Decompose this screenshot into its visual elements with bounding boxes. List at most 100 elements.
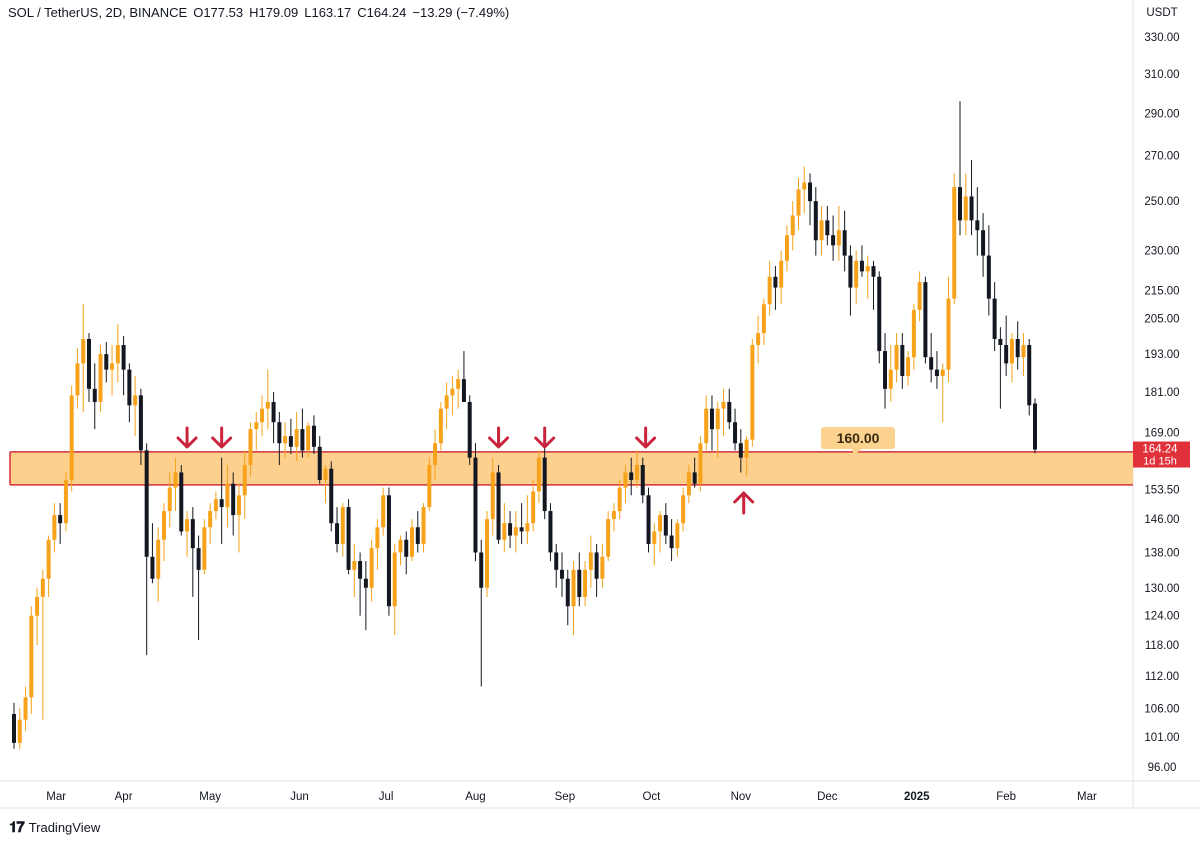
candle-body (969, 196, 974, 221)
candle-28 (173, 457, 178, 512)
candle-body (877, 276, 882, 352)
time-tick-0: Mar (46, 791, 66, 803)
candle-91 (536, 450, 541, 504)
candle-129 (756, 315, 761, 364)
candle-148 (865, 255, 870, 299)
candle-47 (283, 422, 288, 458)
candle-body (859, 260, 864, 272)
candle-24 (150, 523, 155, 584)
candle-body (306, 425, 311, 451)
candle-body (808, 182, 813, 202)
candle-77 (456, 369, 461, 409)
candle-13 (86, 333, 91, 402)
candle-170 (992, 282, 997, 352)
symbol-title[interactable]: SOL / TetherUS, 2D, BINANCE (8, 4, 188, 20)
candle-57 (340, 503, 345, 557)
time-axis[interactable]: Mar Apr May Jun Jul Aug Sep Oct Nov Dec 2025 Feb Mar (46, 791, 1097, 803)
time-tick-1: Apr (115, 791, 133, 803)
candle-body (29, 615, 34, 698)
candle-body (1027, 345, 1032, 406)
candle-35 (213, 491, 218, 520)
candle-body (450, 388, 455, 396)
candle-body (485, 519, 490, 588)
candle-138 (808, 173, 813, 226)
candle-body (940, 369, 945, 376)
down-arrow-icon-4 (635, 426, 657, 449)
candle-body (1015, 339, 1020, 358)
candle-166 (969, 160, 974, 236)
candle-body (329, 468, 334, 524)
candle-78 (461, 351, 466, 402)
candle-body (444, 395, 449, 409)
candle-body (352, 561, 357, 570)
candle-55 (329, 461, 334, 532)
candle-72 (427, 457, 432, 512)
chart-frame (0, 0, 1200, 809)
candle-body (317, 446, 322, 480)
candle-61 (363, 561, 368, 631)
candle-body (133, 395, 138, 406)
candle-body (698, 443, 703, 484)
candle-body (86, 339, 91, 389)
time-tick-9: Dec (817, 791, 838, 803)
candle-body (917, 282, 922, 310)
candle-body (646, 495, 651, 544)
candle-body (929, 357, 934, 370)
candle-body (738, 443, 743, 458)
price-tick-10: 169.00 (1144, 428, 1179, 440)
candle-147 (859, 245, 864, 277)
candle-2 (23, 686, 28, 732)
candle-102 (600, 543, 605, 588)
candle-body (784, 235, 789, 261)
candle-155 (906, 351, 911, 386)
candle-63 (375, 519, 380, 570)
candle-body (865, 266, 870, 272)
candle-body (231, 483, 236, 516)
candle-122 (715, 401, 720, 458)
candle-body (594, 552, 599, 579)
candle-body (265, 401, 270, 409)
candle-169 (986, 225, 991, 316)
candle-body (998, 339, 1003, 346)
candle-177 (1033, 398, 1037, 454)
candle-128 (750, 339, 755, 447)
candle-body (311, 425, 316, 447)
candle-body (254, 422, 259, 430)
candle-body (1021, 345, 1026, 358)
candle-45 (271, 392, 276, 444)
time-tick-4: Jul (379, 791, 394, 803)
price-tick-3: 270.00 (1144, 151, 1179, 163)
candle-115 (675, 519, 680, 557)
candle-body (652, 531, 657, 544)
candle-29 (179, 464, 184, 536)
candle-body (300, 429, 305, 451)
candle-137 (802, 166, 807, 214)
time-tick-3: Jun (290, 791, 309, 803)
candle-165 (963, 173, 968, 236)
candle-body (202, 527, 207, 570)
candle-body (519, 527, 524, 532)
candle-body (127, 369, 132, 406)
candle-body (404, 539, 409, 557)
candle-body (831, 235, 836, 246)
down-arrow-icon-1 (211, 426, 233, 449)
candle-body (709, 408, 714, 430)
candle-body (883, 351, 888, 389)
candle-144 (842, 210, 847, 272)
candle-body (715, 408, 720, 430)
candle-154 (900, 333, 905, 389)
candle-54 (323, 464, 328, 504)
price-axis[interactable]: USDT 330.00 310.00 290.00 270.00 250.00 230.00… (1144, 7, 1179, 774)
candle-90 (531, 479, 536, 532)
candle-body (92, 388, 97, 402)
candle-21 (133, 375, 138, 437)
tradingview-footer[interactable]: 𝟏𝟕 TradingView (9, 818, 100, 836)
candle-body (161, 511, 166, 540)
candle-body (531, 491, 536, 524)
candle-135 (790, 201, 795, 251)
candle-body (121, 345, 126, 370)
candle-153 (894, 333, 899, 383)
candle-123 (721, 388, 726, 437)
candle-body (963, 196, 968, 221)
